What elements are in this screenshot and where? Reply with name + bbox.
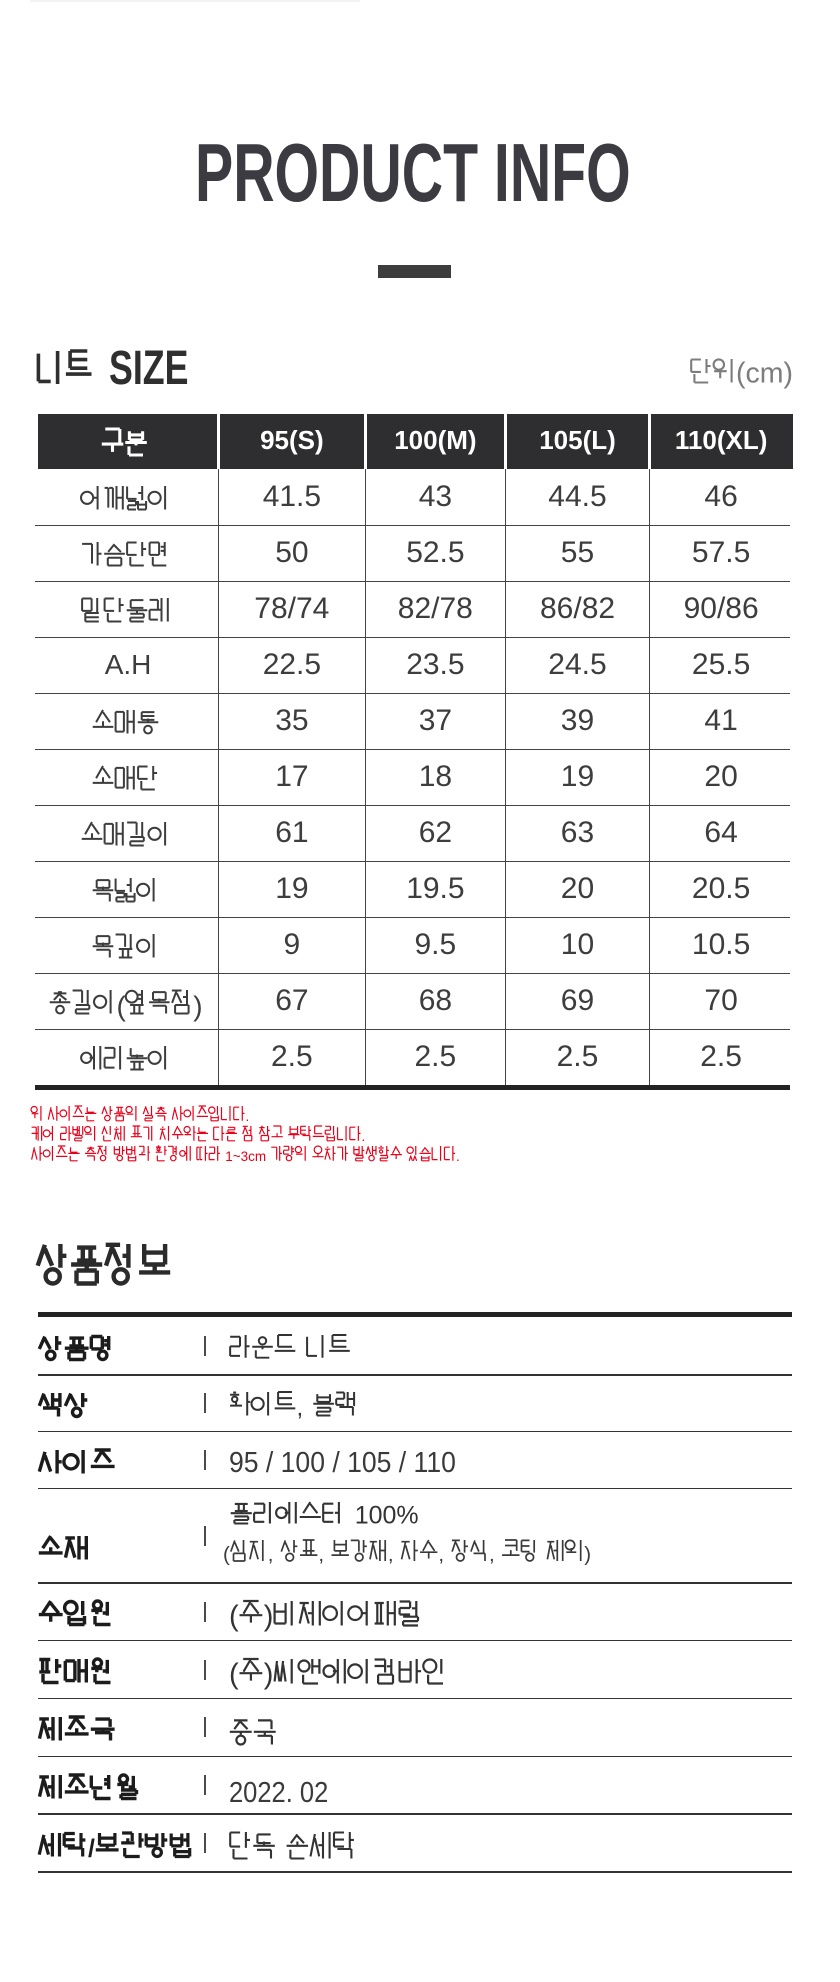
svg-text:,: ,: [296, 1394, 303, 1421]
svg-text:): ): [584, 1542, 591, 1565]
svg-text:): ): [263, 1601, 273, 1633]
svg-text:,: ,: [319, 1542, 325, 1565]
svg-text:.: .: [456, 1149, 460, 1164]
svg-text:(: (: [229, 1601, 239, 1633]
svg-text:/: /: [87, 1834, 94, 1862]
svg-text:(: (: [223, 1542, 230, 1565]
svg-text:,: ,: [439, 1542, 445, 1565]
svg-text:100%: 100%: [355, 1501, 419, 1529]
svg-text:PRODUCT INFO: PRODUCT INFO: [195, 127, 631, 220]
svg-text:.: .: [361, 1129, 365, 1144]
svg-text:): ): [193, 990, 202, 1021]
svg-text:95 / 100 / 105 / 110: 95 / 100 / 105 / 110: [229, 1446, 456, 1478]
svg-text:1~3cm: 1~3cm: [225, 1149, 266, 1164]
svg-text:(: (: [116, 990, 126, 1021]
svg-text:,: ,: [489, 1542, 495, 1565]
svg-text:,: ,: [388, 1542, 394, 1565]
svg-text:,: ,: [268, 1542, 274, 1565]
svg-text:2022. 02: 2022. 02: [229, 1775, 328, 1808]
svg-text:.: .: [245, 1109, 249, 1124]
svg-text:(: (: [229, 1658, 239, 1690]
svg-text:(cm): (cm): [736, 357, 793, 389]
svg-text:): ): [263, 1658, 273, 1690]
svg-text:SIZE: SIZE: [109, 341, 188, 394]
